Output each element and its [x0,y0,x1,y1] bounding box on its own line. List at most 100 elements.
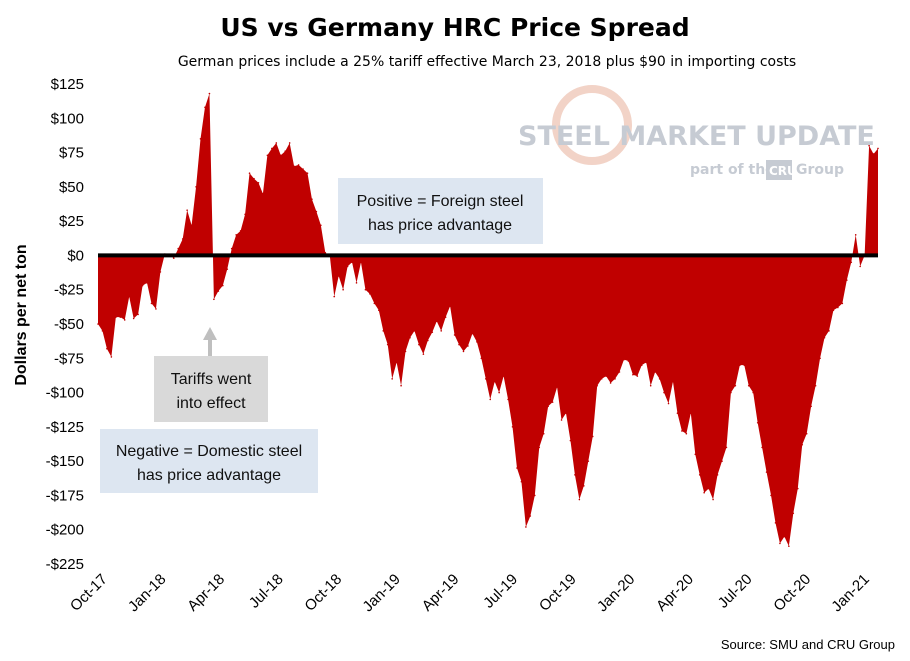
data-point [444,316,447,318]
data-point [605,375,607,377]
annotation-tariff-line1: Tariffs went [171,371,252,388]
annotation-tariff-line2: into effect [176,395,246,412]
data-point [529,515,532,517]
data-point [159,271,162,273]
data-point [172,257,175,259]
data-point [257,181,260,184]
data-point [400,384,402,387]
area-fill [98,93,878,547]
data-point [859,265,861,268]
data-point [342,288,344,291]
data-point [248,172,251,174]
annotation-positive-line1: Positive = Foreign steel [357,193,524,210]
data-point [788,545,790,547]
data-point [293,165,295,168]
data-point [213,298,215,301]
y-tick-label: -$50 [54,316,84,333]
data-point [556,386,558,388]
data-point [382,330,385,332]
data-point [814,384,817,387]
data-point [369,293,371,295]
y-tick-label: -$125 [46,419,84,436]
y-tick-label: -$200 [46,522,84,539]
annotation-negative: Negative = Domestic steel has price adva… [100,429,318,493]
data-point [275,142,278,144]
data-point [435,320,438,323]
data-point [583,485,585,487]
data-point [725,446,728,449]
data-point [302,168,304,170]
data-point [337,275,340,277]
data-point [360,261,362,264]
data-point [565,412,567,414]
data-point [449,305,451,307]
data-point [538,446,541,449]
data-point [623,358,625,361]
data-point [649,384,652,387]
data-point [346,265,349,268]
data-point [837,306,839,309]
data-point [355,282,358,284]
arrow-up-icon [203,327,217,356]
data-point [306,172,309,174]
data-point [636,375,639,377]
data-point [828,330,830,332]
data-point [872,153,875,155]
data-point [640,364,643,366]
data-point [685,432,688,435]
data-point [431,331,434,334]
data-point [551,401,554,403]
data-point [779,542,781,545]
data-point [480,357,483,360]
data-point [810,405,812,408]
annotation-tariff: Tariffs went into effect [154,327,268,422]
data-point [404,350,407,353]
data-point [186,209,188,211]
data-point [596,384,598,387]
data-point [97,323,99,325]
data-point [373,302,376,305]
data-point [288,142,291,144]
data-point [698,474,701,476]
data-point [266,154,269,157]
data-point [841,302,844,305]
y-tick-label: $25 [59,213,84,230]
data-point [591,435,594,438]
data-point [645,361,648,364]
data-point [493,380,496,383]
data-point [774,522,777,524]
annotation-negative-line1: Negative = Domestic steel [116,443,302,460]
data-point [315,210,318,213]
data-point [208,92,211,95]
data-point [101,330,104,332]
series-area [97,92,879,547]
data-point [141,284,144,287]
data-point [279,154,282,157]
y-tick-label: $100 [51,110,84,127]
data-point [547,405,549,408]
data-point [609,382,612,384]
data-point [707,487,710,490]
data-point [462,350,465,353]
data-point [600,378,603,380]
data-point [155,308,157,310]
data-point [190,224,193,227]
data-point [422,353,425,355]
data-point [386,343,389,346]
data-point [244,213,246,216]
data-point [805,432,808,435]
data-point [262,192,264,195]
data-point [235,234,237,236]
y-tick-label: $125 [51,76,84,93]
data-point [413,330,416,332]
data-point [747,384,750,387]
data-point [877,147,879,150]
data-point [498,391,500,394]
y-tick-label: -$225 [46,556,84,573]
data-point [195,186,197,188]
y-tick-label: -$75 [54,350,84,367]
data-point [730,391,732,394]
data-point [409,336,411,339]
data-point [694,453,697,456]
